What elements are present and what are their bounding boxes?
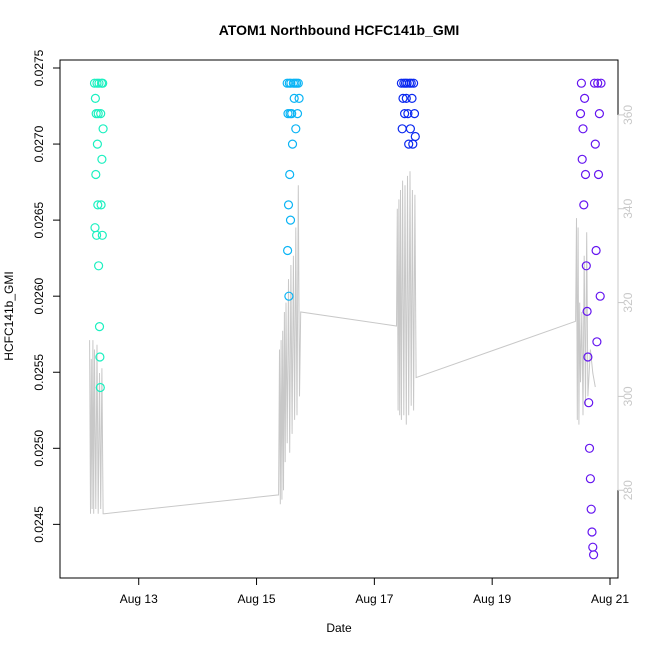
y-axis-right: 280 300 320 340 360: [617, 105, 635, 500]
scatter-point: [93, 108, 103, 119]
scatter-point: [94, 78, 104, 88]
scatter-point: [410, 131, 420, 142]
y2-tick-label: 340: [621, 198, 635, 218]
y-tick-label: 0.0270: [32, 125, 46, 162]
scatter-point: [397, 124, 407, 134]
scatter-point: [407, 93, 417, 104]
scatter-points-layer: [89, 78, 606, 560]
scatter-point: [91, 169, 101, 180]
scatter-point: [283, 200, 294, 210]
scatter-point: [406, 78, 416, 88]
scatter-point: [584, 398, 594, 408]
scatter-point: [403, 108, 413, 119]
scatter-point: [287, 139, 298, 149]
scatter-point: [283, 245, 293, 256]
scatter-point: [93, 261, 104, 271]
scatter-point: [575, 108, 586, 119]
scatter-point: [284, 291, 294, 301]
scatter-point: [97, 230, 107, 240]
scatter-point: [578, 124, 588, 134]
y-tick-label: 0.0255: [32, 354, 46, 391]
scatter-point: [286, 78, 296, 88]
line-series-path: [89, 171, 596, 515]
scatter-point: [593, 78, 603, 88]
x-axis-label: Date: [326, 621, 352, 635]
y-tick-label: 0.0260: [32, 278, 46, 315]
scatter-point: [576, 78, 587, 88]
scatter-point: [285, 215, 296, 225]
scatter-point: [589, 78, 600, 88]
y2-tick-label: 300: [621, 386, 635, 406]
scatter-point: [96, 200, 106, 210]
y2-tick-label: 320: [621, 292, 635, 312]
scatter-point: [596, 78, 606, 88]
scatter-point: [577, 154, 587, 164]
x-axis: Aug 13 Aug 15 Aug 17 Aug 19 Aug 21: [120, 577, 629, 606]
scatter-point: [405, 124, 415, 134]
scatter-point: [98, 78, 108, 88]
scatter-point: [580, 169, 591, 180]
scatter-point: [398, 93, 408, 104]
scatter-point: [400, 108, 410, 119]
scatter-point: [91, 230, 102, 240]
scatter-point: [581, 261, 591, 271]
scatter-point: [95, 382, 105, 393]
y-tick-label: 0.0275: [32, 49, 46, 86]
scatter-point: [579, 200, 589, 210]
scatter-point: [585, 474, 596, 484]
scatter-point: [292, 108, 303, 119]
scatter-point: [587, 527, 597, 537]
scatter-point: [588, 542, 598, 552]
scatter-point: [582, 306, 592, 316]
scatter-point: [93, 200, 103, 210]
y-tick-label: 0.0265: [32, 201, 46, 238]
scatter-point: [590, 139, 600, 149]
scatter-point: [579, 93, 590, 104]
scatter-point: [293, 78, 303, 88]
scatter-point: [591, 245, 601, 256]
y2-tick-label: 360: [621, 105, 635, 125]
y-axis-label: HCFC141b_GMI: [2, 271, 16, 360]
scatter-point: [285, 169, 295, 180]
scatter-point: [289, 93, 299, 104]
scatter-point: [90, 93, 101, 104]
x-tick-label: Aug 17: [355, 592, 393, 606]
scatter-point: [409, 78, 419, 88]
plot-frame: [59, 59, 619, 579]
scatter-point: [586, 504, 596, 514]
scatter-point: [90, 223, 100, 233]
scatter-point: [96, 108, 106, 119]
scatter-point: [409, 108, 420, 119]
x-tick-label: Aug 13: [120, 592, 158, 606]
scatter-point: [583, 352, 593, 362]
scatter-point: [291, 124, 301, 134]
scatter-point: [593, 169, 604, 180]
x-tick-label: Aug 15: [238, 592, 276, 606]
scatter-point: [401, 93, 411, 104]
scatter-point: [92, 139, 103, 149]
scatter-point: [594, 108, 605, 119]
x-tick-label: Aug 21: [591, 592, 629, 606]
scatter-point: [402, 78, 412, 88]
y-axis-left: 0.0245 0.0250 0.0255 0.0260 0.0265 0.0270 0.02…: [32, 49, 61, 543]
chart-title: ATOM1 Northbound HCFC141b_GMI: [219, 22, 460, 38]
scatter-point: [592, 337, 602, 347]
scatter-point: [287, 108, 297, 119]
y-tick-label: 0.0250: [32, 430, 46, 467]
scatter-point: [588, 550, 599, 560]
scatter-point: [404, 139, 414, 149]
scatter-point: [595, 291, 605, 301]
y-tick-label: 0.0245: [32, 506, 46, 543]
scatter-point: [98, 124, 108, 134]
scatter-point: [94, 322, 105, 332]
scatter-point: [294, 93, 304, 104]
scatter-point: [95, 352, 105, 362]
y2-tick-label: 280: [621, 480, 635, 500]
x-tick-label: Aug 19: [473, 592, 511, 606]
scatter-point: [97, 154, 107, 164]
scatter-point: [584, 443, 595, 453]
line-series-layer: [89, 171, 596, 515]
